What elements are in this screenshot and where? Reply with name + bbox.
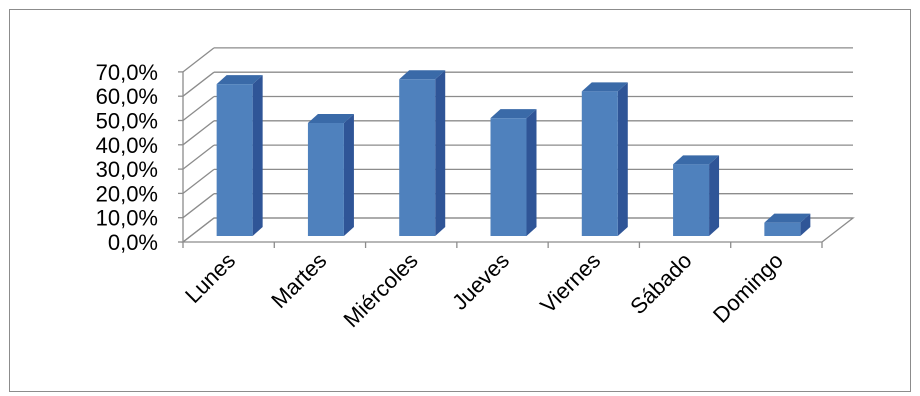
bars <box>217 70 811 236</box>
bar <box>308 114 354 236</box>
bar-front <box>582 91 618 236</box>
gridline-side <box>183 218 214 242</box>
bar-side <box>253 75 263 236</box>
gridline-side <box>183 97 214 121</box>
bar-side <box>435 70 445 236</box>
y-tick-label: 40,0% <box>96 133 158 158</box>
bar-side <box>527 109 537 236</box>
bar-front <box>308 123 344 236</box>
y-tick-label: 50,0% <box>96 109 158 134</box>
bar <box>582 82 628 236</box>
x-tick-label: Miércoles <box>339 248 423 332</box>
gridline-side <box>183 194 214 218</box>
y-tick-label: 10,0% <box>96 206 158 231</box>
bar <box>491 109 537 236</box>
y-tick-label: 30,0% <box>96 157 158 182</box>
y-tick-label: 0,0% <box>108 230 158 255</box>
bar-side <box>344 114 354 236</box>
x-tick-label: Sábado <box>625 248 696 319</box>
x-tick-label: Domingo <box>708 248 788 328</box>
bar-front <box>399 79 435 236</box>
bar-front <box>217 84 253 236</box>
gridline-side <box>183 48 214 72</box>
gridline-side <box>183 121 214 145</box>
x-tick-label: Lunes <box>180 248 240 308</box>
bar-side <box>618 82 628 236</box>
bar-front <box>491 118 527 236</box>
x-tick-label: Martes <box>266 248 331 313</box>
x-tick-label: Viernes <box>535 248 605 318</box>
x-tick-label: Jueves <box>447 248 514 315</box>
gridline-side <box>183 145 214 169</box>
bar <box>673 155 719 236</box>
bar-side <box>709 155 719 236</box>
bar-front <box>764 223 800 236</box>
x-tick-labels: Lunes Martes Miércoles Jueves Viernes Sábado D… <box>180 248 788 332</box>
bar <box>764 214 810 236</box>
y-tick-labels: 0,0%10,0%20,0%30,0%40,0%50,0%60,0%70,0% <box>96 60 158 255</box>
bar <box>399 70 445 236</box>
y-tick-label: 70,0% <box>96 60 158 85</box>
y-tick-label: 20,0% <box>96 181 158 206</box>
gridline-side <box>183 72 214 96</box>
y-tick-label: 60,0% <box>96 84 158 109</box>
bar <box>217 75 263 236</box>
bar-front <box>673 164 709 236</box>
gridline-side <box>183 169 214 193</box>
